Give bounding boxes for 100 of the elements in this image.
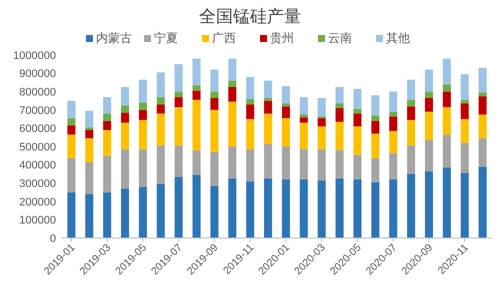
bar [103,130,112,156]
bar [264,178,272,238]
y-tick-label: 700000 [19,104,56,117]
bar [174,176,183,238]
bar [192,85,201,91]
bar [389,112,398,116]
bar [121,188,130,238]
y-tick-label: 500000 [19,141,56,154]
bar [246,98,254,104]
bar [85,138,94,162]
bar [371,158,380,182]
bar [336,103,344,108]
bar [210,92,218,98]
bar [460,119,469,143]
bar [103,156,112,192]
bar [156,97,165,104]
bar [174,146,183,177]
bar [121,105,130,113]
bar [228,102,236,146]
bar [282,103,290,106]
bar [371,182,380,238]
bar [407,174,416,238]
bar [192,58,201,86]
y-tick-label: 600000 [19,123,56,136]
bar [318,180,326,238]
bar [424,140,433,172]
bar [318,149,326,180]
bar [424,92,433,98]
bar [353,126,362,155]
bar [460,74,469,100]
bar [389,116,398,131]
bar [156,104,165,114]
bar [353,108,362,114]
bar [264,80,272,98]
bar [300,97,308,114]
y-tick-label: 1000000 [13,50,56,62]
bar [300,149,308,180]
legend-label: 内蒙古 [96,31,132,45]
bar [442,107,451,135]
bar [460,173,469,238]
bar [67,158,76,192]
bar [336,108,344,122]
bar [371,120,380,134]
bar [300,122,308,150]
bar [192,150,201,175]
bar [103,192,112,238]
bar [353,114,362,126]
bar [210,70,218,92]
bar [246,104,254,120]
bar [336,178,344,238]
bar [389,92,398,112]
legend-label: 贵州 [270,31,294,45]
bar [85,127,94,130]
bar [85,194,94,238]
bar [138,110,147,120]
y-tick-label: 800000 [19,86,56,98]
bar [389,179,398,238]
bar [246,76,254,99]
bar [442,84,451,92]
bar [156,184,165,238]
bar [156,114,165,146]
bar [210,186,218,238]
bar [174,97,183,108]
bar [210,110,218,152]
bar [264,114,272,144]
bar [156,146,165,184]
y-tick-label: 0 [50,232,56,245]
bar [121,122,130,150]
bar [478,92,487,96]
bar [228,178,236,238]
bar [228,80,236,88]
bar [478,68,487,93]
bar [460,100,469,104]
bar [336,87,344,104]
bar [389,152,398,180]
bar [121,112,130,123]
legend-label: 广西 [212,31,236,45]
bar [407,146,416,174]
bar [353,179,362,238]
bar [442,92,451,108]
bar [282,86,290,104]
bar [228,146,236,179]
bar [138,80,147,103]
bar [282,118,290,146]
legend-label: 云南 [328,31,352,45]
bar [264,98,272,101]
bar [246,181,254,238]
bar [282,106,290,118]
y-tick-label: 200000 [19,196,56,208]
bar [478,96,487,114]
bar [103,114,112,121]
bar [353,154,362,180]
y-tick-label: 100000 [19,214,56,227]
bar [246,119,254,150]
bar [371,95,380,116]
bar [371,115,380,121]
bar [300,117,308,123]
bar [210,152,218,186]
bar [407,100,416,106]
bar [389,130,398,153]
